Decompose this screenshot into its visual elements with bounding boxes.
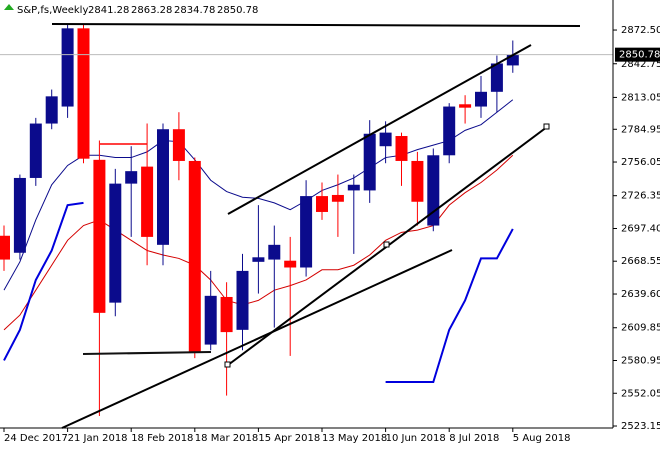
candle-body bbox=[411, 160, 424, 202]
candle-body bbox=[204, 295, 217, 345]
header-close: 2850.78 bbox=[217, 5, 258, 16]
candle-body bbox=[363, 133, 376, 191]
channel-upper bbox=[227, 44, 532, 215]
y-tick-label: 2697.40 bbox=[621, 224, 660, 235]
candle-body bbox=[29, 123, 42, 178]
candle-body bbox=[490, 63, 503, 92]
y-tick-label: 2813.05 bbox=[621, 92, 660, 103]
candle-body bbox=[316, 196, 328, 212]
x-tick-label: 18 Feb 2018 bbox=[131, 433, 193, 444]
long-trend-line bbox=[61, 249, 453, 429]
x-tick-label: 24 Dec 2017 bbox=[4, 433, 68, 444]
header: S&P,fs,Weekly 2841.28 2863.28 2834.78 28… bbox=[4, 4, 258, 16]
candle-body bbox=[395, 136, 408, 161]
header-icon bbox=[4, 4, 14, 10]
candle-body bbox=[268, 244, 281, 260]
x-tick-label: 13 May 2018 bbox=[322, 433, 387, 444]
y-tick-label: 2726.35 bbox=[621, 191, 660, 202]
y-tick-label: 2756.05 bbox=[621, 157, 660, 168]
x-tick-label: 5 Aug 2018 bbox=[513, 433, 571, 444]
candle-body bbox=[347, 184, 360, 191]
candle-body bbox=[172, 129, 185, 161]
candle-body bbox=[300, 196, 313, 268]
candle-body bbox=[109, 183, 122, 303]
header-open: 2841.28 bbox=[88, 5, 129, 16]
x-tick-label: 18 Mar 2018 bbox=[195, 433, 258, 444]
anchor-point bbox=[383, 241, 390, 248]
candle-body bbox=[459, 104, 472, 108]
anchor-point bbox=[543, 123, 550, 130]
x-tick-label: 21 Jan 2018 bbox=[68, 433, 128, 444]
candle-body bbox=[77, 28, 90, 159]
anchor-point bbox=[224, 361, 231, 368]
y-tick-label: 2523.15 bbox=[621, 421, 660, 432]
trend-lines bbox=[51, 23, 581, 429]
y-tick-label: 2842.75 bbox=[621, 59, 660, 70]
candle-body bbox=[0, 235, 10, 260]
y-tick-label: 2639.60 bbox=[621, 289, 660, 300]
candle-body bbox=[220, 296, 233, 333]
x-tick-label: 10 Jun 2018 bbox=[386, 433, 446, 444]
support-line bbox=[82, 351, 212, 355]
overlay-line bbox=[3, 201, 84, 361]
current-price-box bbox=[615, 47, 660, 62]
candle-body bbox=[427, 155, 440, 226]
candle-body bbox=[506, 54, 519, 66]
resistance-line bbox=[51, 23, 581, 27]
candle-body bbox=[331, 194, 344, 202]
axes: 2872.50 2842.75 2813.05 2784.95 2756.05 2726.… bbox=[3, 25, 660, 444]
plot-area bbox=[0, 23, 613, 416]
header-high: 2863.28 bbox=[131, 5, 172, 16]
candle-body bbox=[252, 257, 265, 262]
candle-body bbox=[45, 96, 58, 124]
y-tick-label: 2872.50 bbox=[621, 25, 660, 36]
header-symbol: S&P,fs,Weekly bbox=[17, 5, 88, 16]
candle-body bbox=[236, 270, 249, 330]
candle-body bbox=[93, 159, 106, 313]
x-tick-label: 15 Apr 2018 bbox=[258, 433, 320, 444]
overlay-line bbox=[385, 228, 514, 383]
overlay-line bbox=[3, 154, 514, 331]
candle-body bbox=[379, 132, 392, 147]
candle-body bbox=[284, 260, 297, 268]
candle-body bbox=[188, 160, 201, 353]
y-tick-label: 2668.55 bbox=[621, 256, 660, 267]
header-low: 2834.78 bbox=[174, 5, 215, 16]
candle-body bbox=[157, 129, 169, 245]
y-tick-label: 2784.95 bbox=[621, 124, 660, 135]
candle-body bbox=[141, 166, 154, 237]
y-tick-label: 2580.95 bbox=[621, 356, 660, 367]
current-price-label: 2850.78 bbox=[619, 50, 660, 61]
x-tick-label: 8 Jul 2018 bbox=[449, 433, 499, 444]
y-tick-label: 2552.05 bbox=[621, 388, 660, 399]
candle-body bbox=[125, 171, 138, 184]
candle-body bbox=[475, 91, 487, 107]
y-tick-label: 2609.85 bbox=[621, 323, 660, 334]
candle-body bbox=[61, 28, 74, 107]
candle-body bbox=[13, 177, 26, 253]
candle-body bbox=[443, 106, 456, 156]
